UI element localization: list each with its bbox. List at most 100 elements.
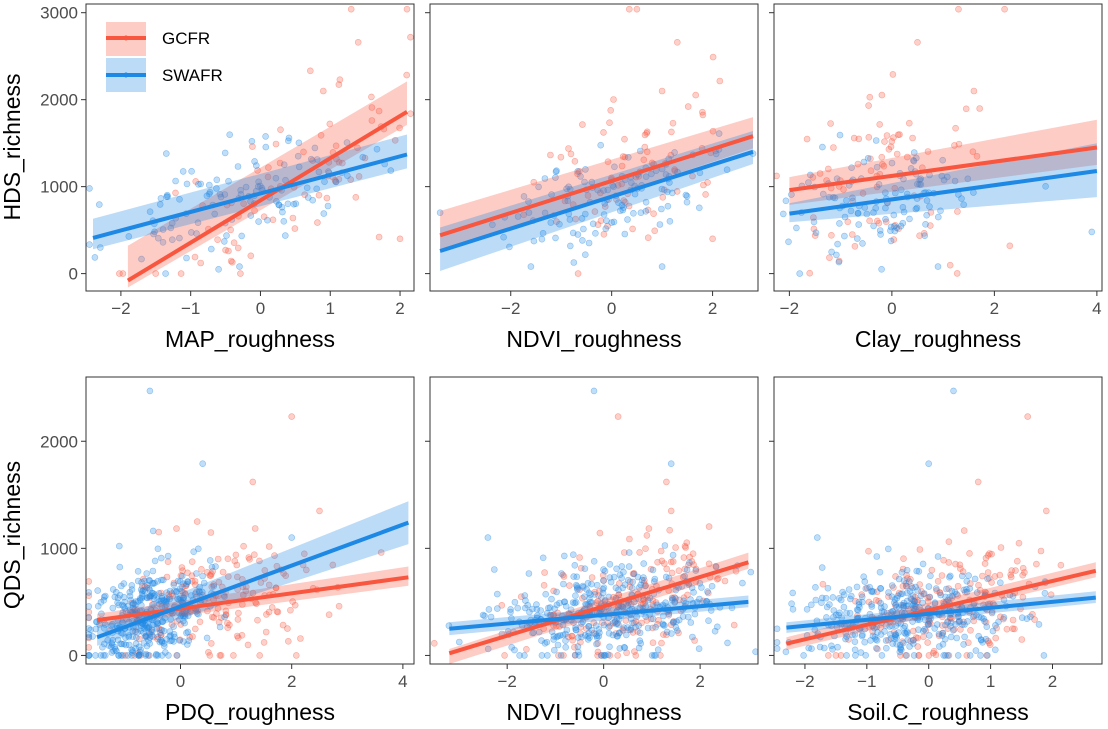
data-point-swafr [579,237,586,244]
data-point-swafr [141,625,148,633]
data-point-swafr [585,629,593,637]
data-point-gcfr [845,636,852,643]
data-point-swafr [853,235,861,242]
data-point-gcfr [315,191,323,199]
data-point-swafr [196,588,203,596]
data-point-gcfr [139,582,146,590]
data-point-swafr [912,205,920,213]
data-point-swafr [958,572,966,580]
data-point-gcfr [234,573,241,581]
data-point-swafr [145,629,153,636]
data-point-gcfr [976,586,984,594]
data-point-swafr [183,254,190,262]
data-point-swafr [984,652,991,659]
data-point-swafr [696,595,703,603]
data-point-gcfr [891,222,899,229]
data-point-swafr [893,594,901,602]
data-point-swafr [820,644,828,652]
data-point-swafr [869,632,877,640]
data-point-gcfr [907,575,914,583]
data-point-swafr [175,596,183,603]
data-point-swafr [567,606,575,614]
data-point-swafr [901,622,909,630]
data-point-swafr [947,619,955,626]
data-point-gcfr [156,600,163,608]
data-point-swafr [114,594,122,602]
data-point-swafr [789,605,797,613]
data-point-swafr [912,603,920,610]
data-point-swafr [620,643,628,651]
data-point-swafr [157,195,165,202]
data-point-swafr [557,652,565,659]
data-point-gcfr [577,630,585,637]
plot-area [774,387,1097,659]
data-point-gcfr [948,615,955,623]
data-point-swafr [895,629,902,636]
data-point-gcfr [157,589,165,597]
data-point-gcfr [1024,413,1031,420]
data-point-gcfr [164,558,172,566]
data-point-swafr [193,610,201,617]
data-point-gcfr [712,562,720,570]
data-point-swafr [642,613,650,621]
data-point-swafr [115,652,123,659]
data-point-swafr [835,594,843,602]
data-point-swafr [649,566,657,574]
confidence-band-gcfr [789,119,1097,205]
data-point-swafr [900,208,908,216]
data-point-gcfr [962,105,970,113]
data-point-gcfr [658,87,666,95]
data-point-swafr [552,234,559,242]
x-axis-label: NDVI_roughness [506,326,681,352]
data-point-swafr [586,598,594,606]
data-point-gcfr [811,232,819,239]
data-point-swafr [873,636,881,644]
data-point-gcfr [699,597,707,605]
data-point-swafr [234,163,242,170]
data-point-swafr [723,166,731,173]
data-point-swafr [910,605,918,612]
legend-key-gcfr-point [123,35,129,41]
data-point-gcfr [969,148,977,155]
data-point-gcfr [866,217,873,225]
data-point-swafr [873,163,881,171]
data-point-gcfr [667,151,675,159]
data-point-swafr [1009,592,1017,600]
data-point-swafr [538,235,546,243]
data-point-swafr [152,652,160,659]
data-point-swafr [935,630,943,638]
data-point-swafr [597,652,605,659]
data-point-gcfr [850,134,858,142]
data-point-swafr [143,642,151,650]
data-point-swafr [897,645,904,653]
data-point-gcfr [86,592,93,599]
data-point-swafr [548,628,556,636]
data-point-swafr [937,591,945,599]
data-point-swafr [158,592,165,600]
data-point-swafr [387,167,395,174]
data-point-gcfr [204,607,211,615]
data-point-swafr [916,181,923,188]
data-point-swafr [558,570,565,577]
x-tick-label: −2 [795,672,814,691]
points-swafr [445,387,758,659]
plot-area [86,5,414,288]
data-point-gcfr [599,571,607,579]
data-point-swafr [145,584,152,592]
data-point-swafr [800,652,807,659]
data-point-gcfr [234,616,242,623]
data-point-swafr [881,189,889,196]
data-point-swafr [900,577,908,584]
data-point-gcfr [225,573,232,580]
data-point-swafr [158,554,165,562]
data-point-gcfr [618,180,626,188]
data-point-gcfr [276,159,284,167]
data-point-gcfr [876,121,884,128]
x-axis-label: Clay_roughness [855,326,1021,352]
data-point-swafr [919,599,926,607]
data-point-swafr [961,621,968,628]
data-point-gcfr [272,140,280,148]
points-swafr [774,387,1049,659]
data-point-swafr [109,636,117,644]
data-point-gcfr [614,652,622,659]
